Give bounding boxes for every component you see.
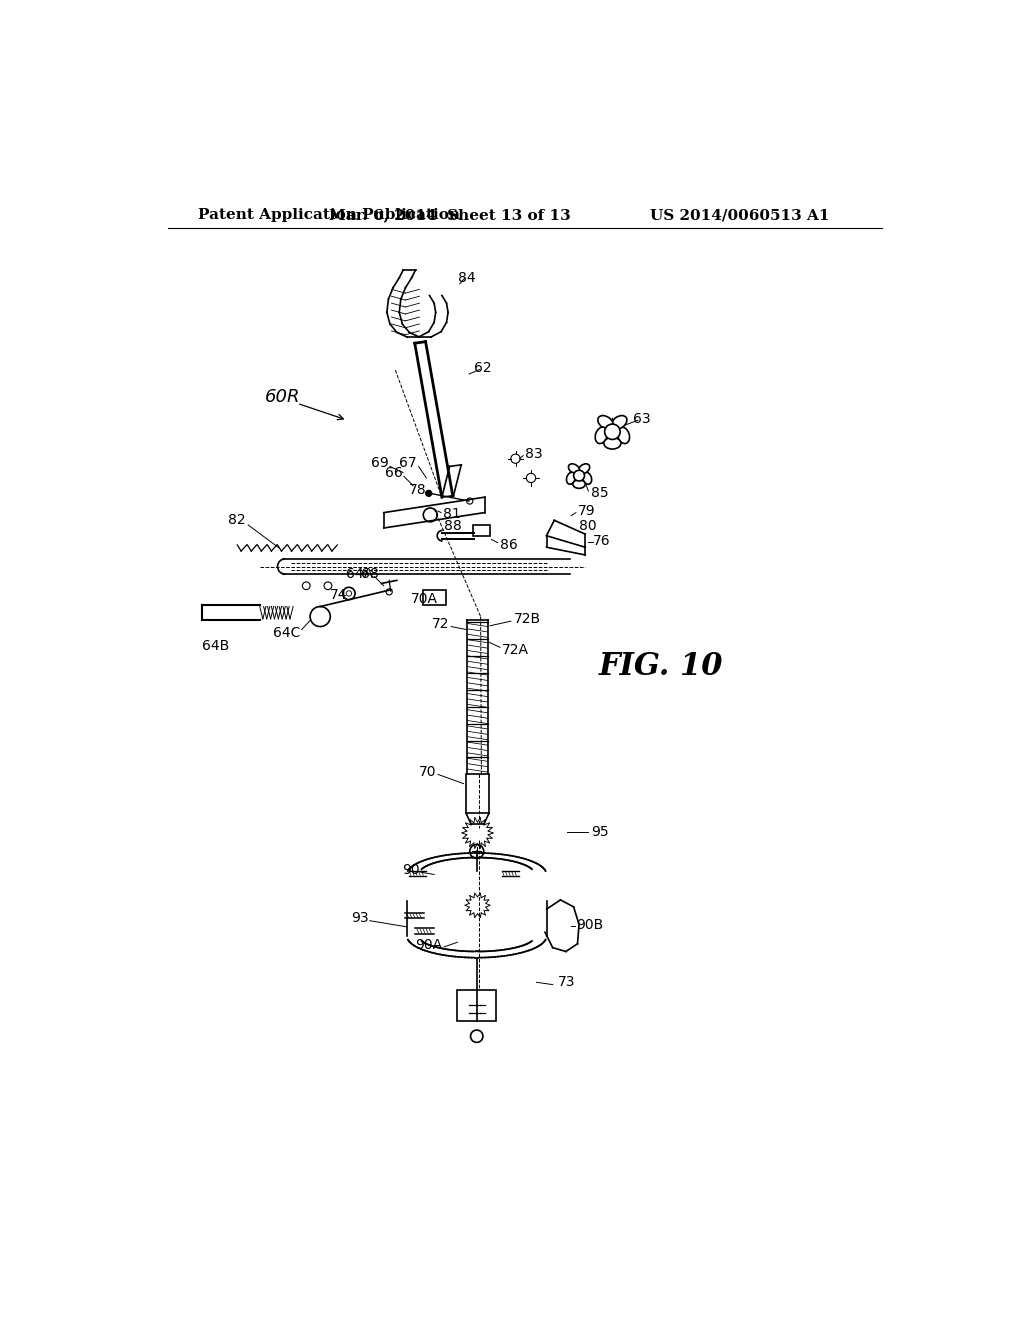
- Text: 72B: 72B: [514, 612, 541, 626]
- Text: 82: 82: [228, 513, 246, 527]
- Text: 90A: 90A: [416, 939, 442, 952]
- Ellipse shape: [568, 463, 580, 474]
- Ellipse shape: [579, 463, 590, 474]
- Text: 60R: 60R: [265, 388, 301, 407]
- Text: 90: 90: [401, 863, 420, 876]
- Text: 64B: 64B: [202, 639, 229, 653]
- Circle shape: [346, 591, 351, 597]
- Circle shape: [573, 470, 585, 480]
- Ellipse shape: [604, 437, 621, 449]
- Text: 63: 63: [633, 412, 650, 425]
- Circle shape: [526, 474, 536, 483]
- Text: 80: 80: [579, 520, 597, 533]
- Text: 83: 83: [524, 447, 543, 461]
- Ellipse shape: [572, 480, 586, 488]
- Text: 95: 95: [591, 825, 608, 840]
- Text: 66: 66: [385, 466, 403, 479]
- Ellipse shape: [617, 428, 630, 444]
- Text: 78: 78: [409, 483, 426, 496]
- Ellipse shape: [611, 416, 627, 429]
- Ellipse shape: [595, 428, 607, 444]
- Circle shape: [471, 1030, 483, 1043]
- Circle shape: [470, 845, 483, 858]
- Bar: [458, 990, 496, 1020]
- Text: 79: 79: [578, 504, 595, 517]
- Text: US 2014/0060513 A1: US 2014/0060513 A1: [650, 209, 830, 222]
- Text: 64A: 64A: [346, 568, 373, 581]
- Text: 70A: 70A: [411, 591, 438, 606]
- Text: 86: 86: [500, 539, 518, 552]
- Circle shape: [386, 589, 392, 595]
- Text: 88: 88: [444, 520, 462, 533]
- Circle shape: [302, 582, 310, 590]
- Text: 72A: 72A: [503, 643, 529, 656]
- Text: 84: 84: [458, 271, 475, 285]
- Text: 69: 69: [371, 455, 388, 470]
- Circle shape: [343, 587, 355, 599]
- Text: 85: 85: [591, 486, 608, 500]
- Ellipse shape: [566, 473, 575, 484]
- Text: 68: 68: [360, 568, 378, 581]
- Text: 72: 72: [432, 618, 450, 631]
- Circle shape: [467, 498, 473, 504]
- Text: 74: 74: [330, 587, 347, 602]
- Text: 93: 93: [350, 911, 369, 925]
- Text: 76: 76: [593, 535, 610, 548]
- Text: 81: 81: [442, 507, 461, 521]
- Circle shape: [426, 490, 432, 496]
- Text: 67: 67: [399, 455, 417, 470]
- Circle shape: [423, 508, 437, 521]
- Circle shape: [324, 582, 332, 590]
- Circle shape: [511, 454, 520, 463]
- Circle shape: [604, 424, 621, 440]
- Text: Mar. 6, 2014  Sheet 13 of 13: Mar. 6, 2014 Sheet 13 of 13: [329, 209, 570, 222]
- Ellipse shape: [583, 473, 592, 484]
- Text: FIG. 10: FIG. 10: [599, 651, 724, 682]
- Text: 73: 73: [558, 975, 575, 989]
- Bar: [473, 525, 489, 536]
- Text: 70: 70: [419, 766, 436, 779]
- Ellipse shape: [598, 416, 613, 429]
- Circle shape: [310, 607, 331, 627]
- Text: 90B: 90B: [575, 917, 603, 932]
- Bar: [423, 590, 445, 605]
- Text: Patent Application Publication: Patent Application Publication: [198, 209, 460, 222]
- Text: 64C: 64C: [272, 626, 300, 640]
- Text: 62: 62: [474, 360, 492, 375]
